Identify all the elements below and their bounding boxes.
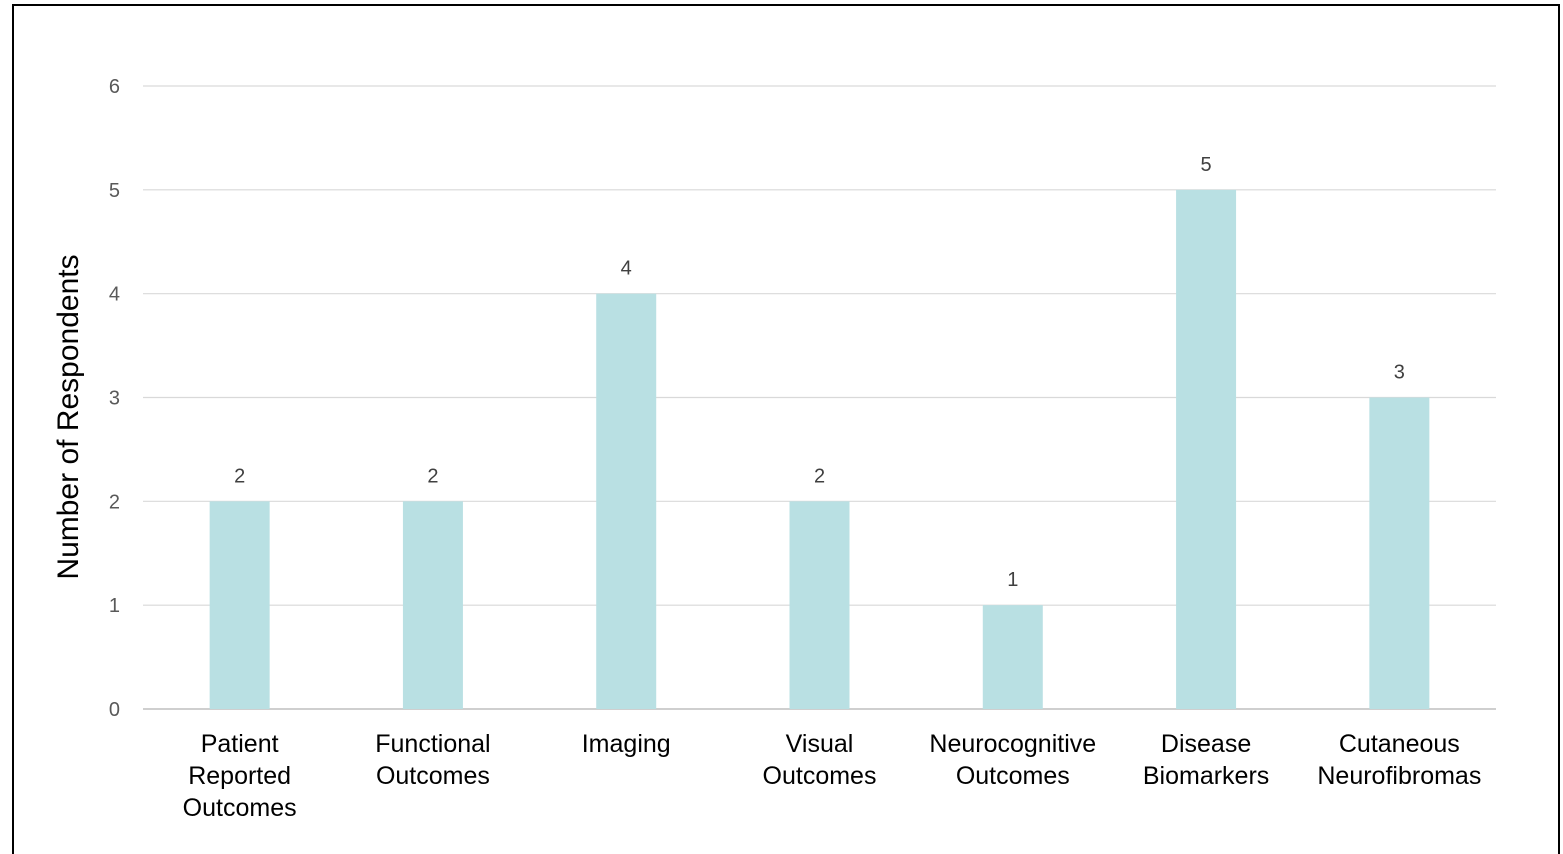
bar (982, 605, 1043, 709)
x-tick-label: Imaging (582, 730, 671, 758)
bar (402, 501, 463, 709)
y-tick-label: 4 (109, 284, 120, 306)
x-tick-label: Cutaneous Neurofibromas (1317, 730, 1481, 790)
bar (789, 501, 850, 709)
y-tick-label: 5 (109, 180, 120, 202)
y-tick-label: 3 (109, 388, 120, 410)
y-axis-title: Number of Respondents (52, 254, 85, 579)
data-label: 2 (814, 465, 825, 487)
bars (209, 189, 1430, 710)
y-axis-ticks: 0 1 2 3 4 5 6 (109, 76, 120, 721)
bar (1176, 189, 1237, 710)
data-labels: 2 2 4 2 1 5 3 (234, 154, 1405, 591)
x-tick-label: Functional Outcomes (375, 730, 490, 790)
x-tick-label: Neurocognitive Outcomes (929, 730, 1096, 790)
data-label: 2 (427, 465, 438, 487)
bar (596, 293, 657, 709)
data-label: 3 (1394, 362, 1405, 384)
y-tick-label: 1 (109, 595, 120, 617)
y-tick-label: 0 (109, 699, 120, 721)
x-tick-label: Disease Biomarkers (1143, 730, 1269, 790)
chart-frame (12, 4, 1560, 854)
data-label: 2 (234, 465, 245, 487)
y-tick-label: 6 (109, 76, 120, 98)
y-tick-label: 2 (109, 491, 120, 513)
data-label: 1 (1007, 569, 1018, 591)
x-tick-label: Patient Reported Outcomes (183, 730, 297, 822)
data-label: 4 (621, 258, 632, 280)
bar (1369, 397, 1430, 709)
bar (209, 501, 270, 709)
data-label: 5 (1201, 154, 1212, 176)
x-tick-label: Visual Outcomes (763, 730, 877, 790)
x-axis-ticks: Patient Reported Outcomes Functional Outcome… (183, 730, 1482, 822)
